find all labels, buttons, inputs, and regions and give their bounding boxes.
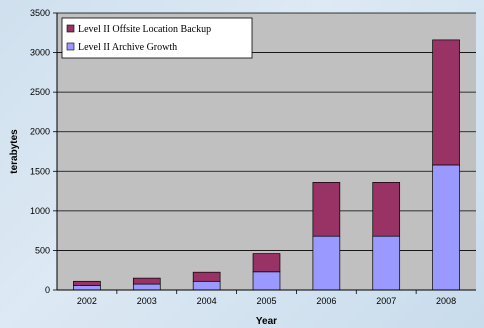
bar-segment-archive-growth [312, 235, 341, 291]
y-tick-label: 500 [35, 245, 50, 255]
legend-box [61, 17, 253, 59]
bar-segment-offsite-backup [73, 280, 101, 286]
y-tick-label: 1500 [30, 166, 50, 176]
x-tick-label: 2008 [436, 296, 456, 306]
y-tick-label: 0 [45, 285, 50, 295]
bar-segment-offsite-backup [252, 253, 281, 273]
legend-label: Level II Archive Growth [78, 42, 177, 53]
y-axis-title: terabytes [9, 129, 20, 174]
bar-segment-archive-growth [132, 283, 161, 291]
y-tick-labels: 0 500 1000 1500 2000 2500 3000 3500 [30, 8, 50, 295]
bar-segment-archive-growth [372, 235, 401, 291]
y-tick-label: 2000 [30, 127, 50, 137]
x-tick-label: 2003 [137, 296, 157, 306]
bar-segment-offsite-backup [312, 182, 341, 237]
x-axis-title: Year [256, 316, 277, 327]
x-tick-labels: 2002 2003 2004 2005 2006 2007 2008 [77, 296, 456, 306]
legend-swatch [66, 24, 75, 33]
gridlines [57, 12, 476, 251]
y-tick-label: 2500 [30, 87, 50, 97]
x-tick-label: 2004 [197, 296, 217, 306]
y-tick-label: 1000 [30, 206, 50, 216]
bar-segment-archive-growth [73, 285, 101, 291]
bar-segment-offsite-backup [192, 271, 221, 282]
bar-segment-offsite-backup [372, 182, 401, 237]
x-tick-label: 2006 [316, 296, 336, 306]
x-tick-label: 2002 [77, 296, 97, 306]
legend: Level II Offsite Location Backup Level II… [61, 17, 253, 59]
bar-segment-offsite-backup [132, 277, 161, 285]
x-tick-label: 2005 [256, 296, 276, 306]
legend-label: Level II Offsite Location Backup [78, 24, 211, 35]
plot-area [57, 13, 476, 290]
bar-segment-archive-growth [192, 280, 221, 291]
legend-swatch [66, 42, 75, 51]
y-tick-label: 3500 [30, 8, 50, 18]
bar-segment-offsite-backup [432, 39, 460, 166]
y-tick-label: 3000 [30, 48, 50, 58]
bar-segment-archive-growth [432, 164, 460, 291]
axes [53, 12, 476, 294]
bar-segment-archive-growth [252, 271, 281, 291]
x-tick-label: 2007 [376, 296, 396, 306]
